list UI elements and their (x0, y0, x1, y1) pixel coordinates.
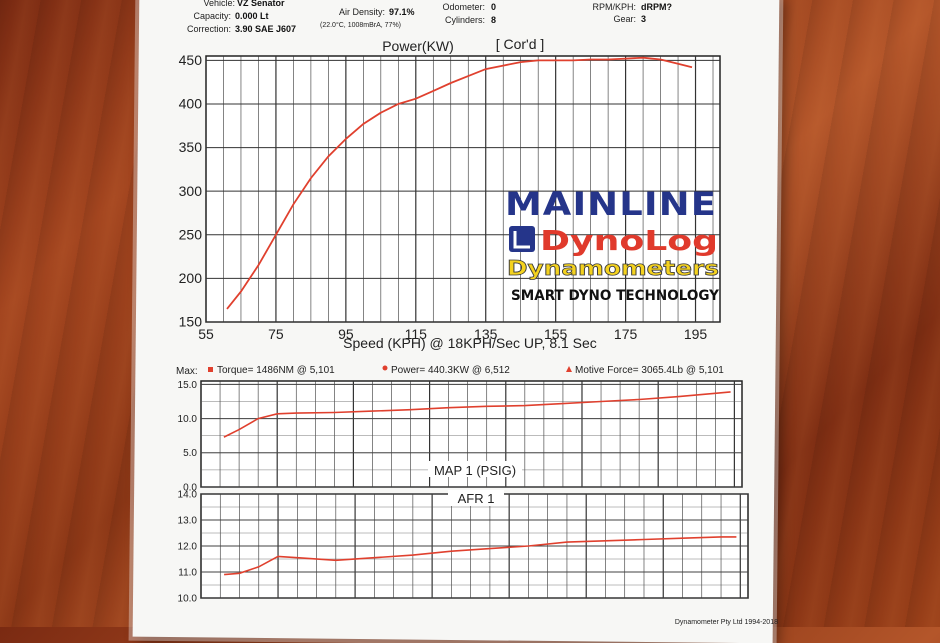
afr-y-ticks: 10.0 11.0 12.0 13.0 14.0 (178, 489, 198, 604)
power-x-ticks: 55 75 95 115 135 155 175 195 (198, 326, 707, 342)
y-tick-label: 12.0 (178, 541, 198, 552)
air-density-label: Air Density: (339, 7, 385, 17)
motive-marker-icon (566, 366, 572, 372)
correction-value: 3.90 SAE J607 (235, 24, 296, 34)
power-marker-icon (382, 365, 388, 371)
logo-tagline: SMART DYNO TECHNOLOGY (511, 288, 720, 304)
afr-grid (201, 493, 748, 599)
logo-dynolog: DynoLog (540, 224, 718, 257)
y-tick-label: 5.0 (183, 448, 197, 459)
y-tick-label: 15.0 (178, 380, 198, 391)
map-y-ticks: 0.0 5.0 10.0 15.0 (178, 380, 198, 494)
max-torque: Torque= 1486NM @ 5,101 (217, 365, 335, 376)
map-series-line (223, 391, 731, 438)
y-tick-label: 350 (179, 139, 203, 155)
power-series-line (226, 56, 693, 310)
vehicle-label: Vehicle: (203, 0, 235, 8)
mainline-logo: MAINLINE DynoLog Dynamometers SMART DYNO… (505, 185, 720, 304)
y-tick-label: 150 (179, 314, 203, 330)
x-tick-label: 195 (684, 326, 708, 342)
power-chart: Power(KW) [ Cor'd ] 150 200 250 300 350 400 45… (179, 36, 721, 351)
power-chart-subtitle: [ Cor'd ] (496, 36, 545, 52)
afr-title-bg (448, 490, 504, 506)
odometer-value: 0 (491, 2, 496, 12)
x-tick-label: 75 (268, 326, 284, 342)
power-grid (206, 56, 720, 323)
y-tick-label: 13.0 (178, 515, 198, 526)
odometer-label: Odometer: (442, 2, 485, 12)
x-tick-label: 175 (614, 326, 638, 342)
air-conditions: (22.0°C, 1008mBrA, 77%) (320, 21, 401, 29)
power-x-axis-label: Speed (KPH) @ 18KPH/Sec UP, 8.1 Sec (343, 335, 597, 351)
y-tick-label: 10.0 (178, 593, 198, 604)
gear-value: 3 (641, 14, 646, 24)
logo-mainline: MAINLINE (505, 185, 717, 223)
air-density-value: 97.1% (389, 7, 415, 17)
x-tick-label: 155 (544, 326, 568, 342)
map-chart-title: MAP 1 (PSIG) (434, 463, 516, 478)
x-tick-label: 55 (198, 326, 214, 342)
y-tick-label: 14.0 (178, 489, 198, 500)
torque-marker-icon (208, 367, 213, 372)
afr-chart: 10.0 11.0 12.0 13.0 14.0 AFR 1 (178, 489, 749, 604)
map-chart: 0.0 5.0 10.0 15.0 MAP 1 (PSIG) (178, 380, 743, 494)
header: Vehicle: VZ Senator Capacity: 0.000 Lt C… (187, 0, 672, 34)
capacity-label: Capacity: (193, 11, 231, 21)
max-motive-force: Motive Force= 3065.4Lb @ 5,101 (575, 365, 724, 376)
y-tick-label: 400 (179, 96, 203, 112)
power-y-ticks: 150 200 250 300 350 400 450 (179, 52, 203, 330)
y-tick-label: 200 (179, 270, 203, 286)
logo-dynamometers: Dynamometers (507, 256, 719, 280)
rpm-label: RPM/KPH: (592, 2, 636, 12)
dyno-printout: Vehicle: VZ Senator Capacity: 0.000 Lt C… (176, 0, 778, 626)
x-tick-label: 135 (474, 326, 498, 342)
afr-chart-title: AFR 1 (458, 491, 495, 506)
max-values-row: Max: Torque= 1486NM @ 5,101 Power= 440.3… (176, 365, 724, 377)
footer-copyright: Dynamometer Pty Ltd 1994-2018 (675, 619, 778, 626)
power-plot-area (205, 55, 721, 323)
power-chart-title: Power(KW) (382, 38, 454, 54)
gear-label: Gear: (613, 14, 636, 24)
vehicle-value: VZ Senator (237, 0, 285, 8)
y-tick-label: 300 (179, 183, 203, 199)
x-tick-label: 95 (338, 326, 354, 342)
y-tick-label: 450 (179, 52, 203, 68)
x-tick-label: 115 (405, 326, 428, 342)
y-tick-label: 10.0 (178, 414, 198, 425)
cylinders-value: 8 (491, 15, 496, 25)
map-title-bg (428, 461, 522, 477)
dynolog-icon (509, 226, 535, 252)
y-tick-label: 11.0 (178, 567, 197, 578)
cylinders-label: Cylinders: (445, 15, 485, 25)
correction-label: Correction: (187, 24, 231, 34)
y-tick-label: 250 (179, 226, 203, 242)
rpm-value: dRPM? (641, 2, 672, 12)
afr-series-line (224, 536, 737, 576)
max-power: Power= 440.3KW @ 6,512 (391, 365, 510, 376)
y-tick-label: 0.0 (183, 482, 197, 493)
capacity-value: 0.000 Lt (235, 11, 269, 21)
max-label: Max: (176, 366, 198, 377)
